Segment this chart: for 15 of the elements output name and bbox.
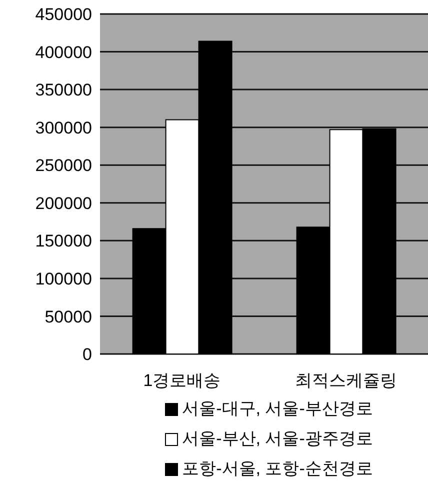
y-tick-label: 350000 [35,80,92,100]
y-tick-label: 50000 [44,307,92,326]
y-tick-label: 100000 [35,269,92,288]
legend-label: 서울-부산, 서울-광주경로 [182,428,373,450]
legend-label: 포항-서울, 포항-순천경로 [182,458,373,480]
y-tick-label: 200000 [35,194,92,213]
x-tick-label: 1경로배송 [143,371,221,390]
y-tick-label: 150000 [35,232,92,251]
y-tick-label: 0 [82,345,92,364]
x-tick-label: 최적스케쥴링 [295,371,397,390]
y-tick-label: 300000 [35,118,92,138]
y-tick-label: 250000 [35,156,92,176]
y-tick-label: 450000 [35,5,92,24]
y-tick-label: 400000 [35,42,92,62]
legend-label: 서울-대구, 서울-부산경로 [182,398,373,420]
